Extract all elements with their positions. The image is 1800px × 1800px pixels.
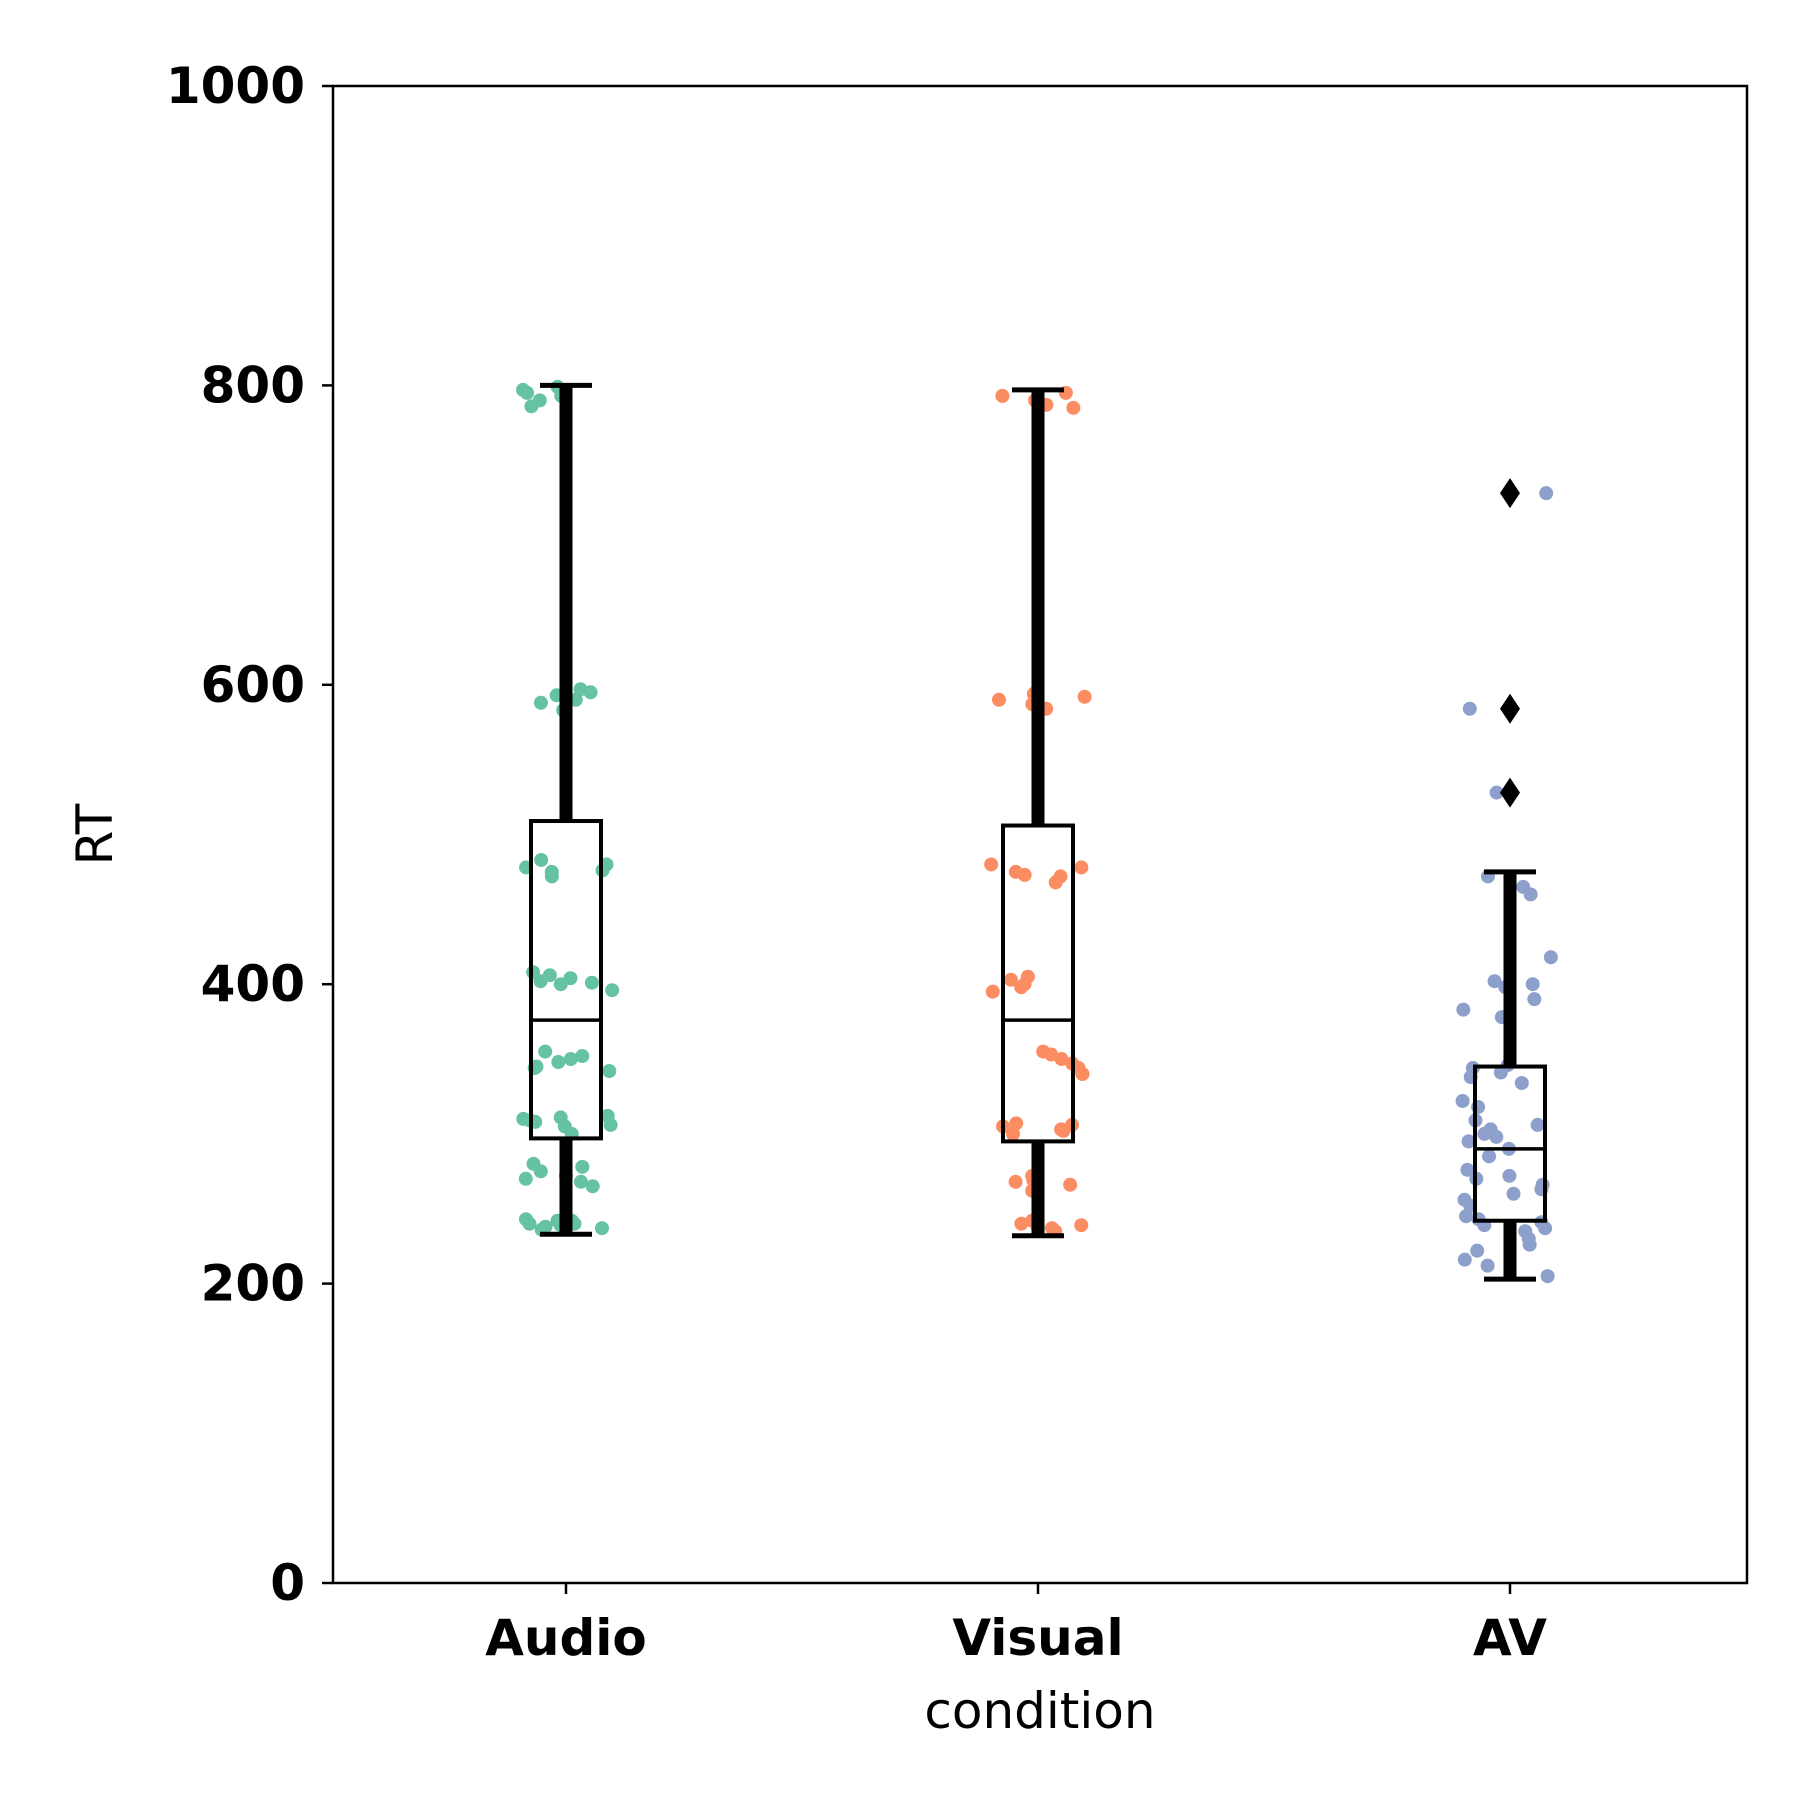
data-point xyxy=(575,1049,590,1064)
data-point xyxy=(526,965,541,980)
data-point xyxy=(1020,969,1035,984)
data-point xyxy=(585,1179,600,1194)
data-point xyxy=(1036,1044,1051,1059)
data-point xyxy=(1008,1174,1023,1189)
data-point xyxy=(1480,1258,1495,1273)
data-point xyxy=(1489,785,1504,800)
data-point xyxy=(1077,689,1092,704)
data-point xyxy=(563,1052,578,1067)
data-point xyxy=(1525,977,1540,992)
data-point xyxy=(995,388,1010,403)
data-point xyxy=(575,1159,590,1174)
y-tick-label: 1000 xyxy=(166,57,305,115)
data-point xyxy=(1457,1252,1472,1267)
data-point xyxy=(1539,486,1554,501)
data-point xyxy=(1460,1162,1475,1177)
data-point xyxy=(1540,1269,1555,1284)
data-point xyxy=(516,382,531,397)
y-tick-label: 400 xyxy=(201,955,305,1013)
data-point xyxy=(1514,1076,1529,1091)
data-point xyxy=(534,852,549,867)
data-point xyxy=(1063,1177,1078,1192)
data-point xyxy=(563,971,578,986)
data-point xyxy=(544,864,559,879)
outlier-marker xyxy=(1500,693,1520,724)
data-point xyxy=(1455,1093,1470,1108)
data-point xyxy=(1066,400,1081,415)
plot-frame xyxy=(331,84,1749,1585)
data-point xyxy=(573,1174,588,1189)
x-axis-label: condition xyxy=(924,1682,1155,1740)
outlier-marker xyxy=(1500,478,1520,509)
y-axis-label: RT xyxy=(66,803,124,865)
data-point xyxy=(603,1117,618,1132)
data-point xyxy=(1527,992,1542,1007)
data-point xyxy=(1487,974,1502,989)
data-point xyxy=(538,1219,553,1234)
y-tick-label: 0 xyxy=(270,1554,305,1612)
data-point xyxy=(532,393,547,408)
data-point xyxy=(1543,950,1558,965)
data-point xyxy=(1459,1209,1474,1224)
data-point xyxy=(1482,1149,1497,1164)
data-point xyxy=(1516,879,1531,894)
x-axis-ticks: Audio Visual AV xyxy=(485,1583,1547,1667)
axes-layer xyxy=(331,84,1749,1585)
data-point xyxy=(573,682,588,697)
data-point xyxy=(1506,1186,1521,1201)
data-point xyxy=(602,1064,617,1079)
data-point xyxy=(1003,972,1018,987)
data-point xyxy=(542,968,557,983)
data-point xyxy=(551,1055,566,1070)
data-point xyxy=(605,983,620,998)
data-point xyxy=(1053,869,1068,884)
data-point xyxy=(1014,1216,1029,1231)
data-point xyxy=(1461,1134,1476,1149)
data-point xyxy=(538,1044,553,1059)
data-point xyxy=(1502,1168,1517,1183)
y-tick-label: 200 xyxy=(201,1255,305,1313)
data-point xyxy=(1530,1117,1545,1132)
data-point xyxy=(1009,1116,1024,1131)
data-point xyxy=(584,975,599,990)
data-point xyxy=(1017,867,1032,882)
data-point xyxy=(1462,701,1477,716)
y-tick-label: 800 xyxy=(201,356,305,414)
data-point xyxy=(553,1110,568,1125)
data-point xyxy=(533,695,548,710)
data-point xyxy=(1518,1224,1533,1239)
data-point xyxy=(526,1156,541,1171)
data-point xyxy=(518,1171,533,1186)
data-point xyxy=(1074,1218,1089,1233)
box xyxy=(529,819,603,1141)
x-tick-label: Visual xyxy=(952,1609,1123,1667)
y-axis-ticks: 0 200 400 600 800 1000 xyxy=(166,57,333,1612)
box xyxy=(1473,1064,1547,1223)
data-point xyxy=(985,984,1000,999)
data-point xyxy=(1483,1122,1498,1137)
data-point xyxy=(518,1212,533,1227)
data-point xyxy=(1074,860,1089,875)
box xyxy=(1001,823,1075,1144)
data-point xyxy=(594,1221,609,1236)
x-tick-label: AV xyxy=(1473,1609,1547,1667)
data-point xyxy=(984,857,999,872)
x-tick-label: Audio xyxy=(485,1609,647,1667)
data-point xyxy=(1535,1177,1550,1192)
data-point xyxy=(991,692,1006,707)
y-tick-label: 600 xyxy=(201,656,305,714)
data-point xyxy=(1457,1192,1472,1207)
data-point xyxy=(1044,1221,1059,1236)
data-point xyxy=(1456,1002,1471,1017)
outlier-marker xyxy=(1500,777,1520,808)
data-point xyxy=(1470,1243,1485,1258)
boxes-layer xyxy=(529,382,1547,1282)
